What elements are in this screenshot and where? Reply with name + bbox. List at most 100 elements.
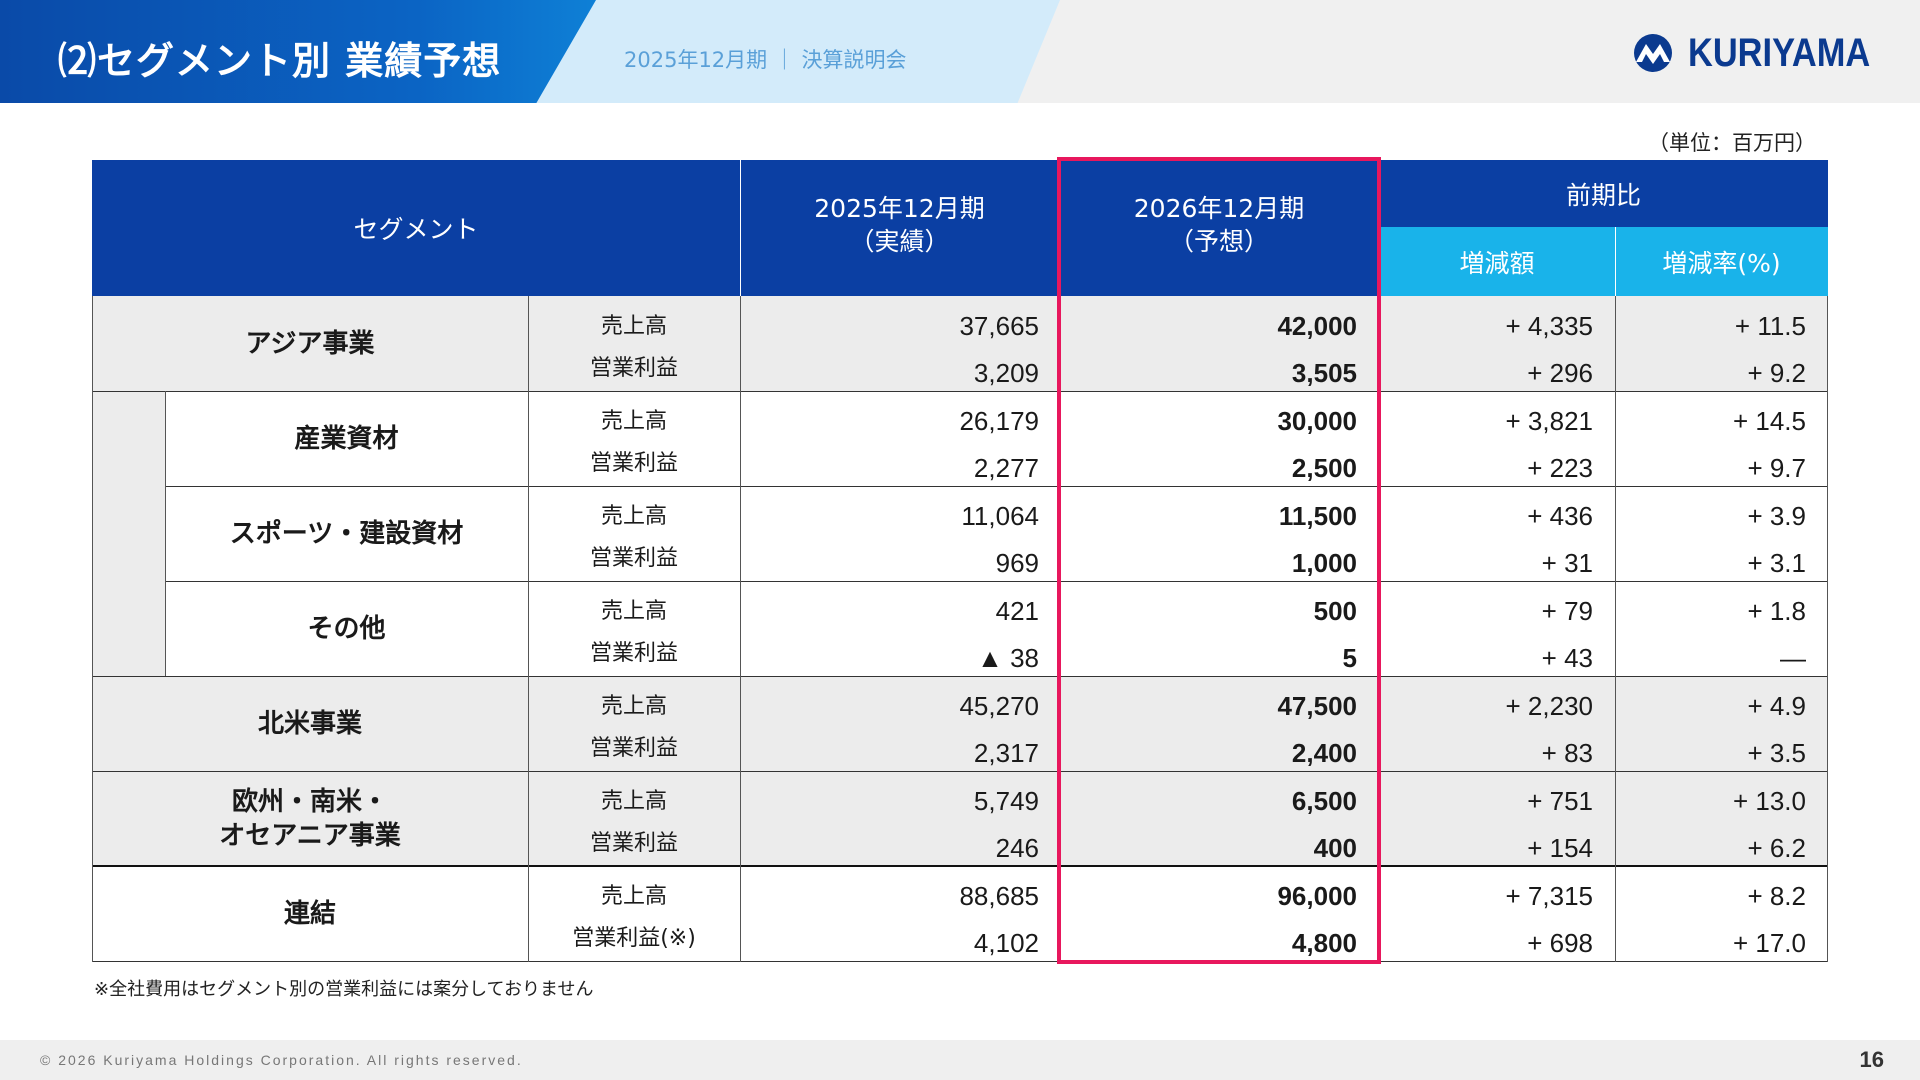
value-fy2025: 4,102 [973,928,1039,958]
value-fy2026: 6,500 [1291,786,1357,816]
header-segment-label: セグメント [353,215,479,244]
value-rate: + 6.2 [1747,833,1806,863]
row-divider [92,391,1828,392]
row-divider [92,771,1828,772]
value-fy2025: 26,179 [959,406,1039,436]
row-divider [165,581,1828,582]
header-change-label: 増減額 [1459,248,1535,278]
value-change: + 296 [1527,358,1593,388]
segment-label: その他 [307,613,386,644]
value-fy2026: 500 [1313,596,1357,626]
page-number: 16 [1859,1047,1884,1072]
metric-sales-label: 売上高 [600,409,667,434]
metric-sales-label: 売上高 [600,504,667,529]
row-divider [92,676,1828,677]
header-fy2026-sub: （予想） [1168,227,1269,256]
value-rate: + 3.9 [1747,501,1806,531]
metric-sales-label: 売上高 [600,694,667,719]
kuriyama-logo-icon [1634,34,1672,72]
value-change: + 223 [1527,453,1593,483]
value-change: + 436 [1527,501,1593,531]
value-rate: + 9.2 [1747,358,1806,388]
logo-text: KURIYAMA [1688,30,1871,75]
unit-note: （単位：百万円） [1648,131,1816,155]
segment-label: アジア事業 [245,328,375,359]
value-rate: + 17.0 [1732,928,1806,958]
metric-sales-label: 売上高 [600,884,667,909]
header-divider [740,160,741,296]
value-fy2026: 1,000 [1291,548,1357,578]
segment-label: 北米事業 [257,708,362,739]
page-title: ⑵セグメント別 業績予想 [58,39,502,83]
header-rate-label: 増減率(%) [1662,248,1781,278]
value-change: + 43 [1541,643,1593,673]
metric-sales-label: 売上高 [600,314,667,339]
value-fy2026: 4,800 [1291,928,1357,958]
segment-label: スポーツ・建設資材 [229,518,464,549]
header-rate: 増減率(%) [1615,227,1828,296]
col-divider [528,296,529,962]
segment-label: 産業資材 [294,423,399,454]
value-fy2025: 246 [995,833,1039,863]
row-bg-asia [92,296,1828,391]
header-fy2026: 2026年12月期 （予想） [1059,160,1379,296]
value-change: + 3,821 [1505,406,1593,436]
value-fy2026: 30,000 [1277,406,1357,436]
value-fy2025: 45,270 [959,691,1039,721]
value-change: + 698 [1527,928,1593,958]
page-subtitle: 2025年12月期 ｜ 決算説明会 [624,48,907,72]
col-divider [165,391,166,676]
value-fy2026: 400 [1313,833,1357,863]
segment-label: 連結 [283,898,336,929]
segment-forecast-table: セグメント 2025年12月期 （実績） 2026年12月期 （予想） 前期比 … [92,157,1828,964]
value-rate: + 3.5 [1747,738,1806,768]
header-fy2025-label: 2025年12月期 [814,194,985,223]
value-rate: + 9.7 [1747,453,1806,483]
value-change: + 751 [1527,786,1593,816]
table-bottom-border [92,961,1828,962]
value-fy2026: 2,500 [1291,453,1357,483]
col-divider [1615,296,1616,962]
value-change: + 4,335 [1505,311,1593,341]
slide-header: ⑵セグメント別 業績予想 2025年12月期 ｜ 決算説明会 KURIYAMA [0,0,1920,103]
header-fy2025: 2025年12月期 （実績） [740,160,1059,296]
value-fy2025: 88,685 [959,881,1039,911]
segment-industrial: 産業資材 [165,391,528,486]
metric-operating-income-label: 営業利益 [589,641,678,666]
value-rate: + 4.9 [1747,691,1806,721]
metric-operating-income-label: 営業利益 [589,831,678,856]
value-fy2026: 3,505 [1291,358,1357,388]
value-change: + 83 [1541,738,1593,768]
segment-other: その他 [165,581,528,676]
segment-europe: 欧州・南米・ オセアニア事業 [92,771,528,866]
value-fy2026: 2,400 [1291,738,1357,768]
metric-sales-label: 売上高 [600,599,667,624]
company-logo: KURIYAMA [1626,30,1900,75]
value-fy2026: 11,500 [1278,501,1357,531]
value-fy2026: 96,000 [1277,881,1357,911]
metric-operating-income-label: 営業利益 [589,356,678,381]
header-title-band [0,0,596,103]
forecast-highlight-box [1057,157,1381,964]
value-fy2026: 42,000 [1277,311,1357,341]
value-rate: + 14.5 [1732,406,1806,436]
header-yoy-label: 前期比 [1565,180,1641,210]
value-rate: + 11.5 [1734,311,1806,341]
value-rate: + 8.2 [1747,881,1806,911]
copyright: © 2026 Kuriyama Holdings Corporation. Al… [40,1052,523,1068]
value-change: + 2,230 [1505,691,1593,721]
segment-sports: スポーツ・建設資材 [165,486,528,581]
segment-asia: アジア事業 [92,296,528,391]
value-change: + 31 [1541,548,1593,578]
slide-footer [0,1040,1920,1080]
metric-operating-income-label: 営業利益 [589,451,678,476]
metric-operating-income-label: 営業利益 [589,736,678,761]
row-divider [165,486,1828,487]
value-change: + 154 [1527,833,1593,863]
header-fy2026-label: 2026年12月期 [1133,194,1305,223]
header-change: 増減額 [1379,227,1615,296]
value-fy2025: 11,064 [961,501,1039,531]
header-divider [1615,227,1616,296]
row-divider-bold [92,865,1828,867]
footnote: ※全社費用はセグメント別の営業利益には案分しておりません [94,979,594,1000]
